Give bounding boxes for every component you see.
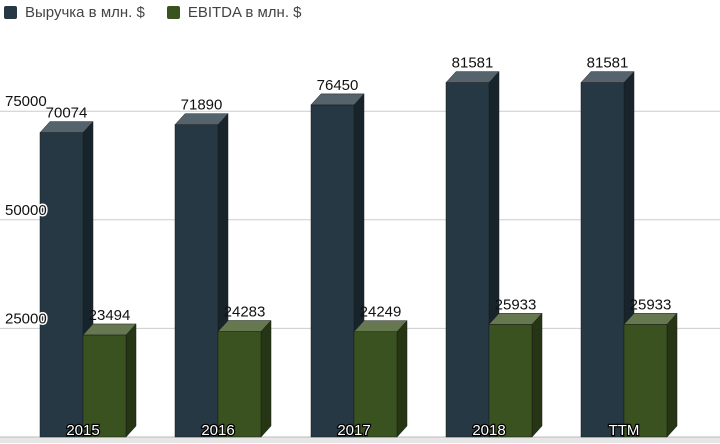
value-label-ebitda-2015: 23494 — [89, 307, 131, 324]
y-tick-label-50000: 50000 — [5, 202, 47, 219]
bar-ebitda-2015[interactable] — [82, 323, 137, 438]
legend-item-ebitda[interactable]: EBITDA в млн. $ — [166, 3, 302, 21]
y-tick-label-75000: 75000 — [5, 93, 47, 110]
value-label-ebitda-2016: 24283 — [224, 304, 266, 321]
value-label-ebitda-TTM: 25933 — [630, 296, 672, 313]
x-tick-label-2015: 2015 — [66, 422, 99, 439]
legend: Выручка в млн. $ EBITDA в млн. $ — [4, 2, 302, 22]
value-labels: 70074 23494 71890 24283 76450 24249 81581 25933… — [46, 55, 672, 324]
x-tick-label-2017: 2017 — [337, 422, 370, 439]
value-label-revenue-2016: 71890 — [181, 97, 223, 114]
value-label-ebitda-2017: 24249 — [360, 304, 402, 321]
floor-plane — [0, 437, 720, 443]
bar-ebitda-2017[interactable] — [353, 320, 408, 438]
value-label-revenue-2017: 76450 — [317, 77, 359, 94]
x-axis-tick-labels: 2015 2016 2017 2018 TTM — [65, 421, 641, 440]
y-tick-label-25000: 25000 — [5, 310, 47, 327]
value-label-revenue-2018: 81581 — [452, 55, 494, 72]
legend-swatch-ebitda — [166, 5, 180, 19]
x-tick-label-TTM: TTM — [609, 422, 640, 439]
value-label-ebitda-2018: 25933 — [495, 296, 537, 313]
x-tick-label-2018: 2018 — [472, 422, 505, 439]
legend-swatch-revenue — [4, 5, 17, 19]
bar-revenue-TTM[interactable] — [580, 70, 635, 438]
bar-ebitda-2018[interactable] — [488, 312, 543, 438]
legend-label-revenue: Выручка в млн. $ — [25, 3, 145, 21]
legend-item-revenue[interactable]: Выручка в млн. $ — [4, 4, 145, 21]
x-tick-label-2016: 2016 — [201, 422, 234, 439]
legend-label-ebitda: EBITDA в млн. $ — [187, 3, 302, 21]
value-label-revenue-2015: 70074 — [46, 105, 88, 122]
bars — [39, 70, 678, 438]
value-label-revenue-TTM: 81581 — [587, 55, 629, 72]
bar-ebitda-2016[interactable] — [217, 319, 272, 438]
bar-ebitda-TTM[interactable] — [623, 312, 678, 438]
y-axis-tick-labels: 25000 50000 75000 — [4, 92, 49, 329]
